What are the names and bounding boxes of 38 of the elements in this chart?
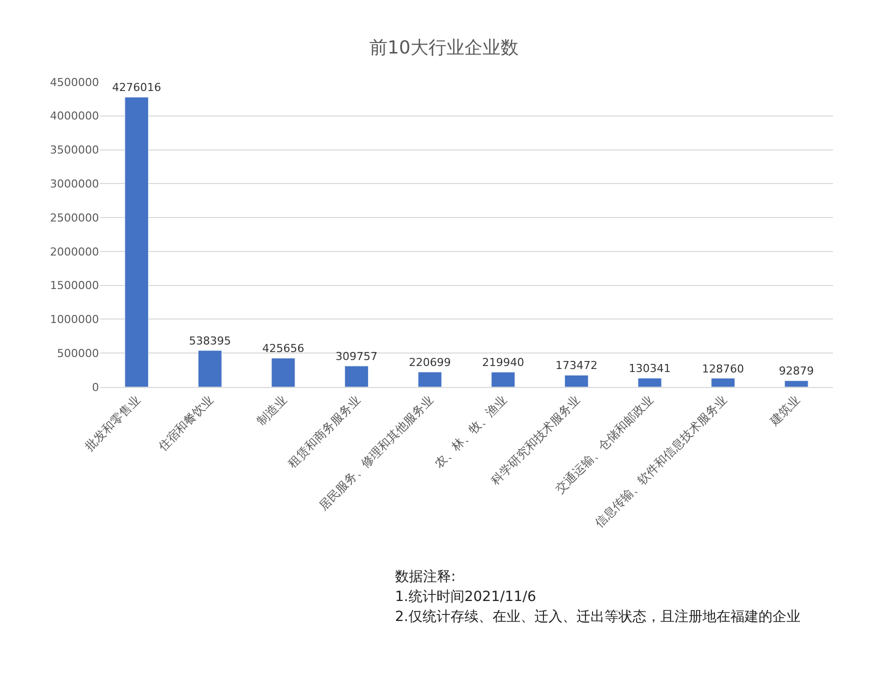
bar <box>564 374 588 387</box>
data-label: 128760 <box>702 362 744 376</box>
text: 数据注释: <box>395 569 456 585</box>
data-label: 220699 <box>408 356 451 370</box>
y-tick-label: 500000 <box>57 346 99 360</box>
y-tick-label: 4500000 <box>50 76 99 89</box>
y-tick-label: 1000000 <box>50 313 99 326</box>
y-tick-label: 3000000 <box>50 178 99 191</box>
y-tick-label: 1500000 <box>50 279 99 292</box>
y-tick-label: 2500000 <box>50 211 99 224</box>
data-label: 538395 <box>188 334 231 348</box>
y-tick-label: 3500000 <box>50 144 99 157</box>
bar <box>271 358 296 387</box>
x-tick-label: 制造业 <box>254 392 290 428</box>
data-label: 173472 <box>555 359 598 372</box>
data-label: 130341 <box>628 362 671 376</box>
bar <box>784 380 808 387</box>
chart-title: 前10大行业企业数 <box>370 37 518 58</box>
text: 1.统计时间2021/11/6 <box>395 589 536 605</box>
x-tick-label: 住宿和餐饮业 <box>154 392 216 454</box>
y-tick-label: 0 <box>92 380 99 394</box>
data-label: 4276016 <box>112 81 162 94</box>
data-label: 92879 <box>778 364 814 378</box>
data-label: 425656 <box>262 342 304 356</box>
data-label: 219940 <box>482 356 524 370</box>
x-tick-label: 批发和零售业 <box>82 392 144 454</box>
bar <box>418 372 442 387</box>
bar <box>198 350 222 387</box>
bar <box>491 372 516 387</box>
text: 2.仅统计存续、在业、迁入、迁出等状态，且注册地在福建的企业 <box>395 609 800 625</box>
bar <box>124 96 149 387</box>
bar <box>638 378 662 387</box>
bar <box>344 366 369 387</box>
y-tick-label: 2000000 <box>50 245 99 258</box>
bar <box>711 378 736 387</box>
y-tick-label: 4000000 <box>50 110 99 123</box>
data-label: 309757 <box>336 350 378 364</box>
x-tick-label: 建筑业 <box>766 392 803 429</box>
